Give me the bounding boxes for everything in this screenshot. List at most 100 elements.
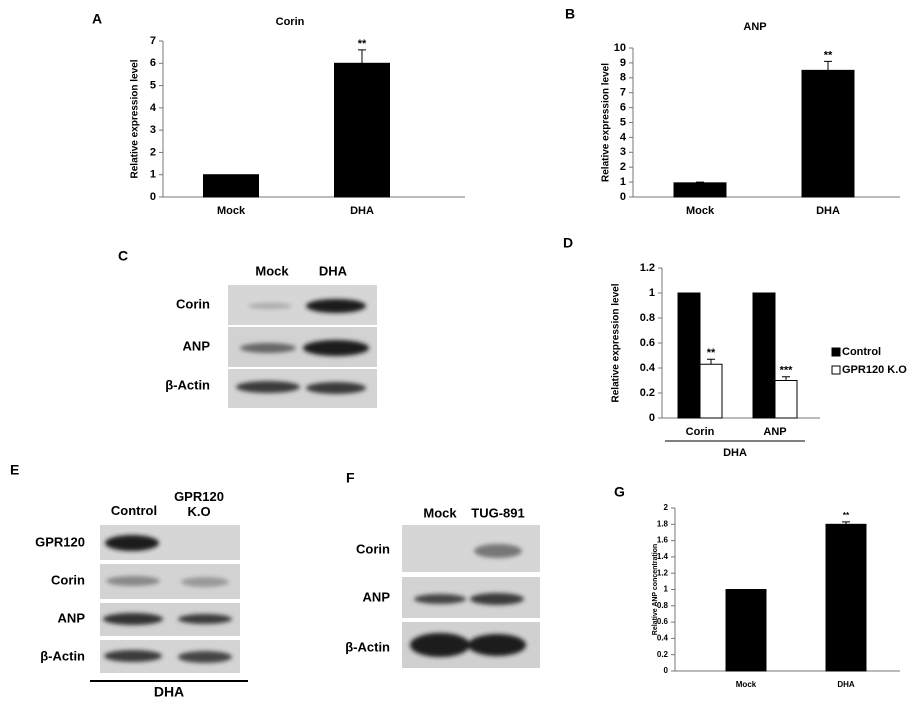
legend-swatch [831, 365, 841, 375]
blot-e: GPR120 Corin ANP β-Actin DHA [35, 525, 248, 700]
blot-row: ANP [363, 589, 391, 604]
bar [725, 589, 767, 672]
bar [774, 380, 798, 419]
blot-column: TUG-891 [471, 505, 524, 520]
error-bar [782, 376, 790, 381]
band [178, 651, 232, 663]
y-tick-label: 1.2 [657, 568, 669, 577]
panel-label: C [118, 248, 128, 264]
panel-label: E [10, 462, 19, 478]
y-tick-label: 0.6 [640, 337, 655, 349]
legend-swatch [831, 347, 841, 357]
significance: ** [707, 347, 716, 359]
band [474, 544, 522, 558]
blot-row: GPR120 [35, 534, 85, 549]
y-tick-label: 8 [620, 72, 626, 84]
bar [673, 182, 727, 198]
blot-footer: DHA [154, 684, 184, 700]
x-tick-label: Mock [217, 205, 246, 217]
x-tick-label: DHA [816, 205, 840, 217]
x-tick-label: Corin [686, 426, 715, 438]
band [106, 576, 160, 586]
blot-row: β-Actin [40, 648, 85, 663]
y-tick-label: 7 [620, 87, 626, 99]
y-tick-label: 0.8 [640, 312, 655, 324]
y-tick-label: 0.8 [657, 601, 669, 610]
y-tick-label: 1 [620, 176, 626, 188]
blot-column: GPR120 K.O [174, 489, 224, 519]
bar [752, 292, 776, 419]
blot-row: ANP [183, 338, 211, 353]
blot-column: DHA [319, 263, 348, 278]
legend-label: GPR120 K.O [842, 364, 907, 376]
band [306, 382, 366, 394]
y-tick-label: 7 [150, 35, 156, 47]
band [248, 303, 292, 309]
x-tick-label: Mock [736, 680, 757, 689]
band [306, 299, 366, 313]
blot-column: Control [110, 503, 158, 518]
y-tick-label: 0.4 [640, 362, 656, 374]
band [178, 614, 232, 624]
y-tick-label: 5 [620, 116, 626, 128]
y-tick-label: 0 [150, 191, 156, 203]
y-axis-label: Relative expression level [601, 63, 612, 182]
band [103, 613, 163, 625]
y-tick-label: 2 [620, 161, 626, 173]
significance: ** [843, 511, 850, 520]
y-tick-label: 1 [150, 169, 156, 181]
band [104, 650, 162, 662]
panel-label: A [92, 11, 102, 27]
panel-label: G [614, 484, 625, 500]
y-axis-label: Relative expression level [611, 283, 622, 402]
y-tick-label: 4 [150, 102, 157, 114]
error-bar [842, 521, 850, 525]
error-bar [824, 60, 832, 71]
band [105, 535, 159, 551]
y-tick-label: 0.6 [657, 617, 669, 626]
chart-title: ANP [743, 21, 766, 33]
band [414, 594, 466, 604]
band [240, 343, 296, 353]
group-label: DHA [723, 447, 747, 459]
y-tick-label: 1.4 [657, 552, 669, 561]
y-axis-label: Relative ANP concentration [652, 544, 659, 635]
y-tick-label: 0.4 [657, 634, 669, 643]
panel-label: F [346, 470, 355, 486]
y-axis-label: Relative expression level [130, 59, 141, 178]
y-tick-label: 0 [664, 666, 669, 675]
chart-title: Corin [276, 16, 305, 28]
x-tick-label: Mock [686, 205, 715, 217]
blot-column: Mock [423, 505, 457, 520]
x-tick-label: DHA [350, 205, 374, 217]
y-tick-label: 4 [620, 131, 627, 143]
y-tick-label: 3 [150, 124, 156, 136]
band [470, 593, 524, 605]
y-tick-label: 1.2 [640, 262, 655, 274]
blot-c: Mock DHA Corin ANP β-Actin [165, 263, 377, 408]
y-tick-label: 5 [150, 79, 156, 91]
y-tick-label: 6 [150, 57, 156, 69]
y-tick-label: 2 [664, 503, 669, 512]
blot-row: ANP [58, 610, 86, 625]
y-tick-label: 2 [150, 146, 156, 158]
significance: ** [358, 38, 367, 50]
y-tick-label: 0 [620, 191, 626, 203]
blot-row: β-Actin [345, 639, 390, 654]
band [468, 634, 526, 656]
blot-row: Corin [51, 572, 85, 587]
legend-label: Control [842, 346, 881, 358]
blot-f: Mock TUG-891 Corin ANP β-Actin [345, 505, 540, 668]
bar [334, 62, 390, 198]
y-tick-label: 0 [649, 412, 655, 424]
bar [203, 174, 259, 198]
error-bar [358, 49, 366, 64]
y-tick-label: 1 [649, 287, 655, 299]
bar [699, 363, 723, 419]
x-tick-label: ANP [763, 426, 786, 438]
band [303, 340, 369, 356]
blot-row: Corin [176, 296, 210, 311]
bar [677, 292, 701, 419]
error-bar [696, 181, 704, 183]
band [236, 381, 300, 393]
